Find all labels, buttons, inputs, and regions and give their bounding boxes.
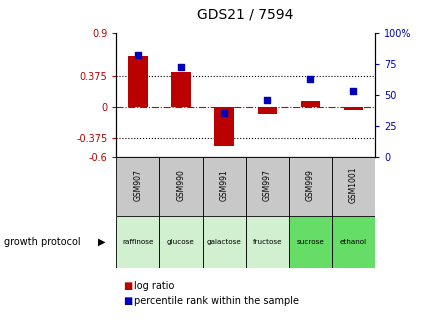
Point <box>349 89 356 94</box>
Bar <box>202 157 245 216</box>
Bar <box>159 157 202 216</box>
Text: GSM907: GSM907 <box>133 169 142 201</box>
Text: log ratio: log ratio <box>133 281 174 291</box>
Text: galactose: galactose <box>206 239 241 245</box>
Bar <box>214 107 233 146</box>
Bar <box>331 157 374 216</box>
Bar <box>159 216 202 268</box>
Bar <box>128 56 147 107</box>
Text: ■: ■ <box>123 281 132 291</box>
Point <box>134 52 141 58</box>
Bar <box>288 216 331 268</box>
Point <box>177 65 184 70</box>
Text: growth protocol: growth protocol <box>4 237 81 247</box>
Text: GSM997: GSM997 <box>262 169 271 201</box>
Text: ■: ■ <box>123 296 132 306</box>
Point <box>306 76 313 81</box>
Text: ▶: ▶ <box>97 237 105 247</box>
Text: GSM991: GSM991 <box>219 169 228 201</box>
Bar <box>331 216 374 268</box>
Bar <box>245 216 288 268</box>
Bar <box>116 216 159 268</box>
Text: ethanol: ethanol <box>339 239 366 245</box>
Text: raffinose: raffinose <box>122 239 154 245</box>
Bar <box>257 107 276 114</box>
Bar <box>300 101 319 107</box>
Text: GSM990: GSM990 <box>176 169 185 201</box>
Text: glucose: glucose <box>167 239 194 245</box>
Bar <box>245 157 288 216</box>
Text: sucrose: sucrose <box>296 239 323 245</box>
Bar <box>171 72 190 107</box>
Bar <box>288 157 331 216</box>
Bar <box>343 107 362 110</box>
Point <box>220 111 227 116</box>
Point <box>263 97 270 102</box>
Bar <box>116 157 159 216</box>
Text: percentile rank within the sample: percentile rank within the sample <box>133 296 298 306</box>
Text: GDS21 / 7594: GDS21 / 7594 <box>197 7 293 21</box>
Text: GSM1001: GSM1001 <box>348 167 357 203</box>
Text: GSM999: GSM999 <box>305 169 314 201</box>
Bar <box>202 216 245 268</box>
Text: fructose: fructose <box>252 239 281 245</box>
